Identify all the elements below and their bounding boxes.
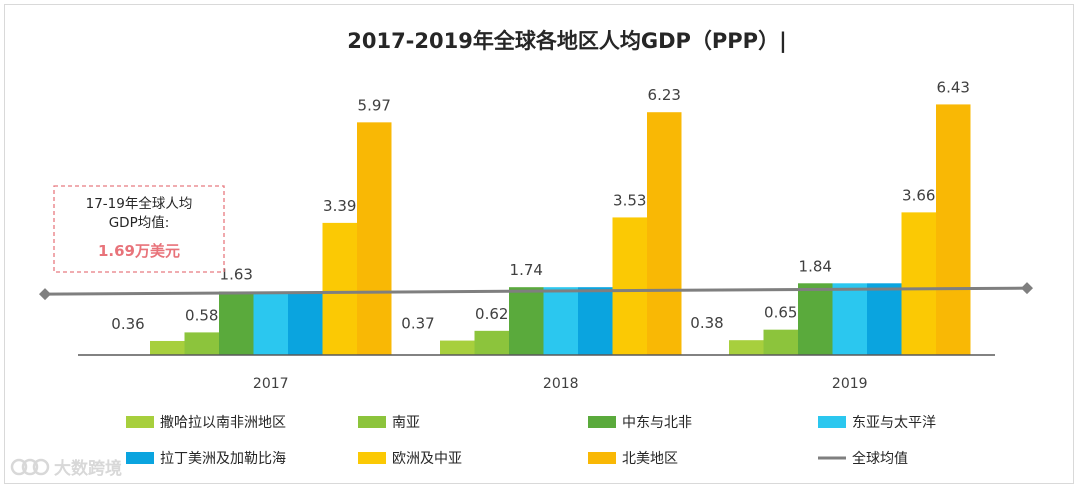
legend-swatch-6	[588, 452, 616, 464]
bar-2018-series-0	[440, 340, 475, 355]
annotation-line2: GDP均值:	[109, 215, 170, 231]
bar-2018-series-1	[474, 330, 509, 355]
legend-label-7: 全球均值	[852, 450, 908, 467]
bar-2018-series-4	[578, 287, 613, 355]
chart-title: 2017-2019年全球各地区人均GDP（PPP）|	[347, 29, 787, 54]
x-tick-label-2018: 2018	[543, 376, 579, 392]
data-label-2019-series-1: 0.65	[764, 304, 797, 322]
annotation-box	[53, 185, 225, 273]
bar-2018-series-5	[612, 217, 647, 355]
data-label-2017-series-2: 1.63	[220, 265, 253, 283]
bar-2017-series-6	[357, 122, 392, 356]
legend-swatch-3	[818, 416, 846, 428]
legend-label-0: 撒哈拉以南非洲地区	[160, 415, 286, 431]
annotation-line1: 17-19年全球人均	[86, 195, 193, 212]
data-label-2019-series-6: 6.43	[937, 78, 970, 96]
bar-2018-series-3	[543, 287, 578, 355]
average-marker-0	[39, 288, 51, 301]
data-label-2017-series-1: 0.58	[185, 306, 218, 324]
watermark-text: 大数跨境	[54, 459, 122, 479]
legend-swatch-0	[126, 416, 154, 428]
data-label-2019-series-2: 1.84	[799, 257, 832, 275]
bar-2017-series-1	[184, 332, 219, 355]
legend-label-1: 南亚	[392, 415, 420, 431]
annotation-value: 1.69万美元	[98, 242, 180, 260]
legend-label-2: 中东与北非	[622, 415, 692, 431]
data-label-2018-series-2: 1.74	[510, 261, 543, 279]
bar-2019-series-2	[798, 283, 833, 355]
chart-frame	[4, 4, 1074, 484]
data-label-2019-series-5: 3.66	[902, 186, 935, 204]
bar-2019-series-6	[936, 104, 971, 355]
bar-2018-series-2	[509, 287, 544, 355]
legend-label-3: 东亚与太平洋	[852, 415, 936, 431]
bar-2017-series-4	[288, 291, 323, 355]
bar-2018-series-6	[647, 112, 682, 356]
legend-swatch-2	[588, 416, 616, 428]
average-marker-1	[1021, 282, 1033, 295]
bar-2019-series-3	[832, 283, 867, 355]
bar-2019-series-4	[867, 283, 902, 355]
legend-label-5: 欧洲及中亚	[392, 451, 462, 467]
data-label-2018-series-5: 3.53	[613, 191, 646, 209]
legend-label-4: 拉丁美洲及加勒比海	[160, 451, 286, 467]
bar-2017-series-3	[253, 291, 288, 355]
legend-swatch-5	[358, 452, 386, 464]
data-label-2017-series-5: 3.39	[323, 197, 356, 215]
watermark: 大数跨境	[10, 454, 122, 479]
x-tick-label-2019: 2019	[832, 376, 868, 392]
bar-2019-series-1	[763, 329, 798, 355]
global-average-line	[44, 286, 1028, 296]
data-label-2019-series-0: 0.38	[690, 314, 723, 332]
data-label-2017-series-6: 5.97	[358, 96, 391, 114]
legend-swatch-1	[358, 416, 386, 428]
legend-swatch-4	[126, 452, 154, 464]
legend-label-6: 北美地区	[622, 451, 678, 467]
data-label-2018-series-1: 0.62	[475, 305, 508, 323]
x-tick-label-2017: 2017	[253, 376, 289, 392]
bar-2017-series-0	[150, 340, 185, 355]
data-label-2018-series-0: 0.37	[401, 315, 434, 333]
bar-2017-series-2	[219, 291, 254, 355]
bar-2017-series-5	[322, 222, 357, 355]
bar-2019-series-0	[729, 340, 764, 355]
watermark-logo-icon	[10, 458, 50, 475]
data-label-2018-series-6: 6.23	[648, 86, 681, 104]
data-label-2017-series-0: 0.36	[111, 315, 144, 333]
bar-2019-series-5	[901, 212, 936, 355]
